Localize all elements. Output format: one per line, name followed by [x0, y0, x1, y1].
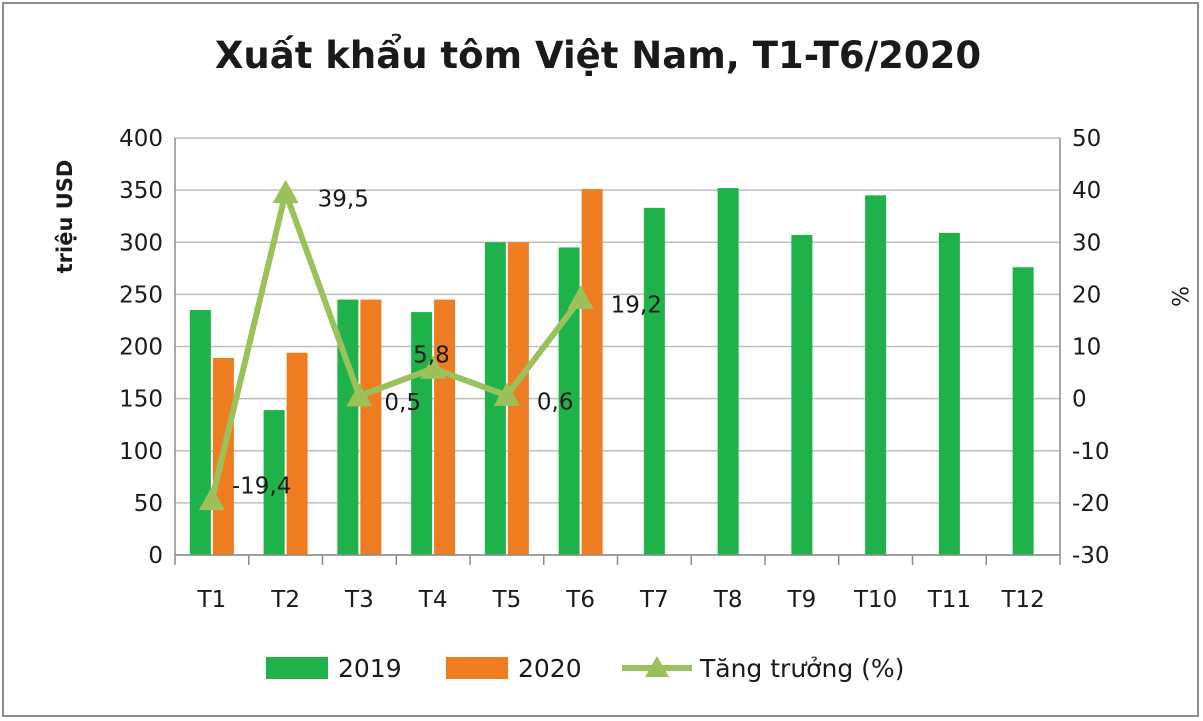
- y2-tick-label: 50: [1072, 126, 1101, 152]
- growth-marker-T5: [493, 382, 520, 406]
- y-tick-label: 400: [119, 126, 163, 152]
- bar-2019-T2: [263, 410, 285, 555]
- y2-tick-label: 10: [1072, 335, 1101, 361]
- y2-tick-label: 20: [1072, 282, 1101, 308]
- bar-2020-T4: [434, 299, 456, 555]
- bar-2019-T1: [189, 310, 211, 555]
- y-tick-label: 300: [119, 230, 163, 256]
- legend-marker-growth: [645, 656, 669, 677]
- y-tick-label: 200: [119, 335, 163, 361]
- x-tick-label: T2: [270, 587, 300, 613]
- x-tick-label: T7: [639, 587, 669, 613]
- x-tick-label: T4: [418, 587, 448, 613]
- growth-line-path: [208, 189, 584, 501]
- bar-2019-T8: [717, 188, 739, 556]
- bar-2019-T7: [643, 207, 665, 555]
- x-tick-label: T11: [927, 587, 971, 613]
- legend-label-growth: Tăng trưởng (%): [699, 654, 904, 683]
- growth-marker-T2: [272, 179, 299, 204]
- y-tick-label: 250: [119, 282, 163, 308]
- bar-2019-T12: [1012, 267, 1034, 555]
- legend-label-2019: 2019: [338, 654, 402, 683]
- x-tick-label: T9: [787, 587, 817, 613]
- x-tick-label: T5: [492, 587, 522, 613]
- growth-label-T1: -19,4: [232, 474, 292, 500]
- data-labels: -19,4 39,5 0,5 5,8 0,6 19,2: [232, 187, 662, 500]
- x-tick-label: T1: [197, 587, 227, 613]
- legend: 2019 2020 Tăng trưởng (%): [266, 654, 904, 683]
- bar-2019-T10: [865, 195, 887, 555]
- y-axis-title: triệu USD: [53, 160, 77, 274]
- bar-2019-T9: [791, 234, 813, 555]
- y-tick-label: 350: [119, 178, 163, 204]
- bar-2020-T6: [581, 189, 603, 555]
- growth-label-T5: 0,6: [537, 389, 574, 415]
- x-tick-label: T10: [853, 587, 897, 613]
- bar-2019-T5: [484, 242, 506, 555]
- y2-tick-label: 0: [1072, 387, 1087, 413]
- growth-label-T3: 0,5: [384, 390, 421, 416]
- legend-label-2020: 2020: [518, 654, 582, 683]
- axes: 0 50 100 150 200 250 300 350 400 -30 -20 -10 0 10 20 30…: [53, 126, 1191, 613]
- y2-axis-title: %: [1166, 286, 1191, 307]
- x-tick-label: T8: [713, 587, 743, 613]
- growth-line: [198, 179, 594, 511]
- bar-2019-T11: [938, 232, 960, 555]
- bar-2020-T2: [286, 352, 308, 555]
- bar-2020-T5: [507, 242, 529, 555]
- y2-tick-label: -30: [1072, 543, 1110, 569]
- growth-label-T2: 39,5: [318, 187, 369, 213]
- y-tick-label: 100: [119, 439, 163, 465]
- growth-label-T6: 19,2: [611, 293, 662, 319]
- y2-tick-label: 40: [1072, 178, 1101, 204]
- x-tick-label: T6: [565, 587, 595, 613]
- chart-title: Xuất khẩu tôm Việt Nam, T1-T6/2020: [215, 34, 981, 77]
- growth-marker-T3: [346, 383, 373, 407]
- legend-swatch-2020: [446, 657, 508, 679]
- y-tick-label: 50: [134, 491, 163, 517]
- growth-marker-T6: [567, 285, 594, 309]
- gridlines: [175, 137, 1060, 556]
- y2-tick-label: 30: [1072, 230, 1101, 256]
- bar-2019-T3: [337, 299, 359, 555]
- y2-tick-label: -10: [1072, 439, 1110, 465]
- y2-tick-label: -20: [1072, 491, 1110, 517]
- growth-marker-T1: [198, 486, 225, 511]
- bars: [189, 188, 1034, 556]
- growth-label-T4: 5,8: [413, 342, 450, 368]
- y-tick-label: 0: [148, 543, 163, 569]
- legend-swatch-2019: [266, 657, 328, 679]
- bar-2020-T3: [360, 299, 382, 555]
- y-tick-label: 150: [119, 387, 163, 413]
- x-tick-label: T12: [1000, 587, 1044, 613]
- x-tick-label: T3: [344, 587, 374, 613]
- growth-marker-T4: [420, 355, 447, 379]
